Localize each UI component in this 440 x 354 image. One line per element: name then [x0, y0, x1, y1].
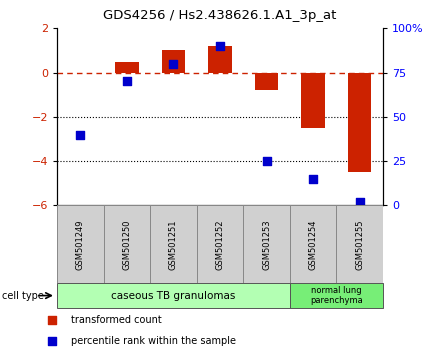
Bar [115, 62, 139, 73]
Text: GSM501253: GSM501253 [262, 219, 271, 270]
Bar [301, 73, 325, 128]
FancyBboxPatch shape [336, 205, 383, 283]
Point [356, 199, 363, 205]
FancyBboxPatch shape [290, 283, 383, 308]
FancyBboxPatch shape [290, 205, 336, 283]
Text: GSM501250: GSM501250 [122, 219, 132, 269]
Text: percentile rank within the sample: percentile rank within the sample [71, 336, 236, 346]
Text: cell type: cell type [2, 291, 44, 301]
Text: GDS4256 / Hs2.438626.1.A1_3p_at: GDS4256 / Hs2.438626.1.A1_3p_at [103, 9, 337, 22]
Point [263, 158, 270, 164]
FancyBboxPatch shape [243, 205, 290, 283]
Bar [209, 46, 231, 73]
FancyBboxPatch shape [150, 205, 197, 283]
Text: GSM501254: GSM501254 [308, 219, 318, 269]
Point [124, 79, 131, 84]
Point [170, 61, 177, 67]
Bar [348, 73, 371, 172]
Point [77, 132, 84, 137]
Point [309, 176, 316, 182]
Bar [162, 51, 185, 73]
Bar [255, 73, 278, 90]
FancyBboxPatch shape [57, 283, 290, 308]
Text: GSM501249: GSM501249 [76, 219, 85, 269]
Point [216, 43, 224, 49]
Text: normal lung
parenchyma: normal lung parenchyma [310, 286, 363, 305]
Text: transformed count: transformed count [71, 315, 162, 325]
Text: GSM501255: GSM501255 [355, 219, 364, 269]
FancyBboxPatch shape [104, 205, 150, 283]
FancyBboxPatch shape [197, 205, 243, 283]
Point [304, 241, 312, 247]
FancyBboxPatch shape [57, 205, 104, 283]
Text: GSM501251: GSM501251 [169, 219, 178, 269]
Text: caseous TB granulomas: caseous TB granulomas [111, 291, 236, 301]
Text: GSM501252: GSM501252 [216, 219, 224, 269]
Point [304, 48, 312, 54]
